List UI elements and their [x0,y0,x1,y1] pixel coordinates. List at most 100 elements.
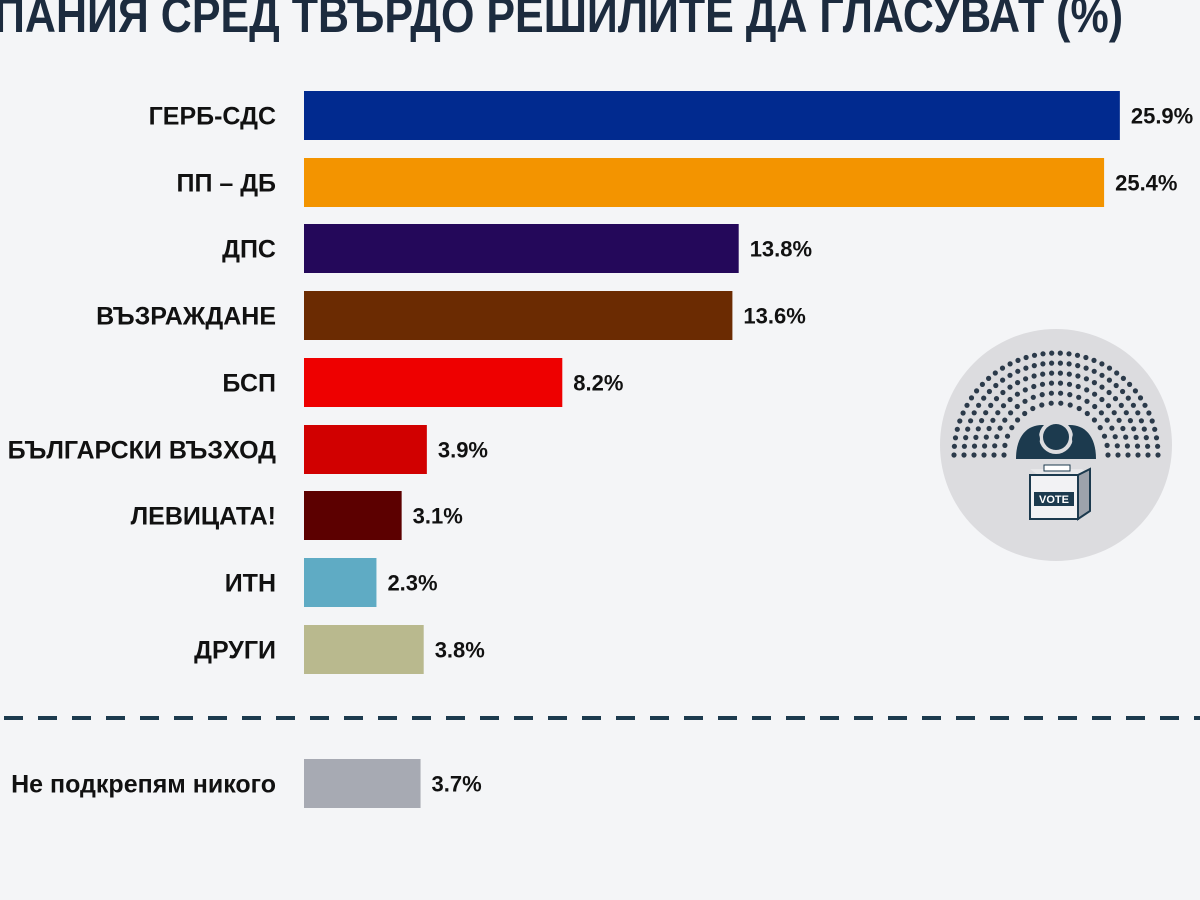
seat-dot [983,434,989,440]
seat-dot [1022,398,1028,404]
voter-person-icon [1016,420,1096,459]
seat-dot [1155,443,1161,449]
seat-dot [1134,443,1141,449]
seat-dot [1149,418,1155,424]
seat-dot [968,418,974,424]
seat-dot [1030,394,1036,400]
seat-dot [1014,403,1020,410]
seat-dot [1066,361,1072,367]
seat-dot [1116,417,1122,423]
seat-dot [1076,394,1082,400]
value-label-3: 13.6% [743,304,805,329]
category-label-1: ПП – ДБ [176,170,276,198]
seat-dot [1023,376,1029,382]
seat-dot [1091,368,1097,374]
seat-dot [1135,410,1141,416]
value-label-0: 25.9% [1131,104,1193,129]
seat-dot [1049,350,1055,356]
seat-dot [992,370,998,376]
seat-dot [1084,410,1090,417]
seat-dot [954,426,960,432]
seat-dot [1049,360,1055,366]
value-label-2: 13.8% [750,237,812,262]
seat-dot [1084,387,1090,393]
seat-dot [1040,351,1046,357]
seat-dot [975,426,981,432]
seat-dot [986,375,992,381]
seat-dot [986,388,992,395]
seat-dot [1099,372,1105,378]
seat-dot [1002,417,1008,423]
seat-dot [1066,351,1072,357]
seat-dot [988,402,994,408]
value-label-8: 3.8% [435,638,485,663]
seat-dot [1075,383,1081,390]
seat-dot [952,435,959,441]
category-label-6: ЛЕВИЦАТА! [131,503,276,531]
seat-dot [1111,410,1117,416]
seat-dot [1106,365,1113,371]
seat-dot [991,452,997,458]
seat-dot [974,388,980,394]
seat-dot [1009,425,1015,431]
bar-3 [304,291,733,340]
category-label-0: ГЕРБ-СДС [149,103,276,131]
parliament-vote-icon: VOTE [940,329,1172,561]
seat-dot [1101,433,1108,439]
seat-dot [1049,370,1055,376]
bar-5 [304,425,427,474]
seat-dot [971,452,977,458]
seat-dot [971,410,977,416]
seat-dot [1153,435,1160,441]
seat-dot [1039,392,1045,398]
seat-dot [1031,352,1038,358]
seat-dot [999,365,1006,371]
seat-dot [1118,402,1124,408]
seat-dot [1112,396,1119,402]
seat-dot [1083,354,1089,361]
seat-dot [1074,352,1081,358]
seat-dot [1031,373,1037,379]
seat-dot [993,382,999,389]
value-label-9: 3.7% [432,772,482,797]
seat-dot [1120,375,1126,381]
seat-dot [1031,363,1037,369]
seat-dot [1084,398,1090,404]
category-label-7: ИТН [225,570,276,598]
value-label-1: 25.4% [1115,171,1177,196]
seat-dot [1115,452,1121,458]
seat-dot [993,396,1000,402]
seat-dot [1015,417,1021,423]
seat-dot [982,443,988,449]
seat-dot [1023,354,1029,361]
seat-dot [1023,365,1029,371]
seat-dot [1092,403,1098,410]
seat-dot [951,443,957,449]
seat-dot [1040,361,1046,367]
seat-dot [1048,400,1054,406]
seat-dot [1131,426,1137,432]
seat-dot [1097,425,1103,431]
category-label-8: ДРУГИ [194,637,276,665]
seat-dot [1057,360,1063,366]
seat-dot [979,381,985,387]
seat-dot [1048,380,1055,386]
seat-dot [1091,357,1097,363]
seat-dot [1141,426,1147,432]
seat-dot [1007,372,1013,378]
seat-dot [1099,396,1105,403]
seat-dot [1114,443,1120,449]
seat-dot [1031,383,1037,390]
category-label-5: БЪЛГАРСКИ ВЪЗХОД [8,437,277,465]
seat-dot [981,452,987,458]
seat-dot [1007,361,1013,367]
seat-dot [1076,405,1082,412]
seat-dot [1145,443,1151,449]
seat-dot [1113,382,1119,389]
seat-dot [1000,377,1006,383]
seat-dot [1058,390,1064,396]
seat-dot [1067,392,1073,398]
seat-dot [997,425,1003,431]
seat-dot [1112,434,1118,440]
